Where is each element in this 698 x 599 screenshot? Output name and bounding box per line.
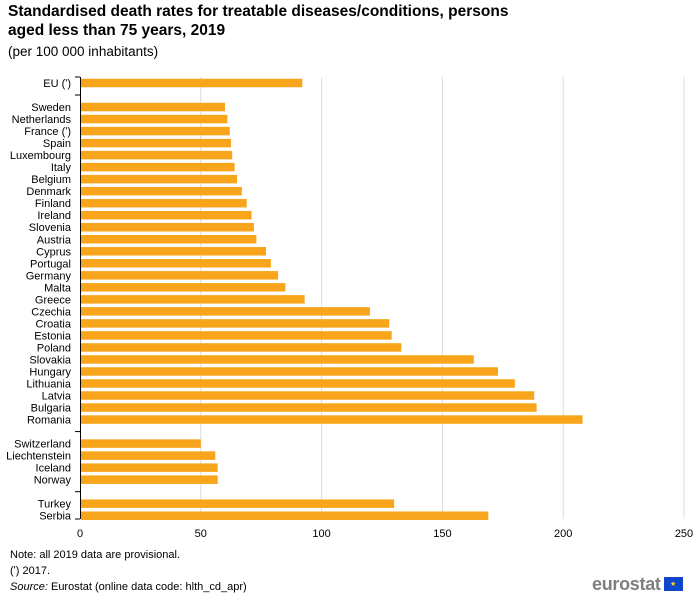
x-tick-label: 200: [554, 528, 572, 540]
chart-title: Standardised death rates for treatable d…: [8, 2, 568, 40]
bar: [81, 403, 537, 412]
category-label: Austria: [37, 234, 72, 246]
category-label: Iceland: [36, 463, 71, 475]
bar: [81, 331, 392, 340]
category-label: Liechtenstein: [6, 451, 71, 463]
bar: [81, 247, 267, 256]
source-label: Source:: [10, 581, 48, 593]
bar: [81, 415, 583, 424]
bar: [81, 186, 242, 196]
category-label: Poland: [37, 342, 71, 354]
category-label: Slovakia: [29, 354, 71, 366]
bar: [81, 150, 233, 160]
category-label: Ireland: [37, 210, 71, 222]
bar: [81, 283, 286, 292]
x-tick-label: 250: [675, 528, 693, 540]
category-label: Netherlands: [12, 114, 72, 126]
category-label: Slovenia: [29, 222, 72, 234]
category-label: Cyprus: [36, 246, 71, 258]
category-label: Portugal: [30, 258, 71, 270]
bar: [81, 102, 225, 112]
bar: [81, 235, 257, 244]
category-label: Croatia: [36, 318, 72, 330]
bar: [81, 379, 515, 388]
category-label: Denmark: [26, 186, 71, 198]
category-label: Hungary: [29, 366, 71, 378]
bar: [81, 343, 402, 352]
category-label: Lithuania: [26, 379, 72, 391]
category-label: Serbia: [39, 511, 72, 523]
bar: [81, 162, 235, 172]
category-label: Italy: [51, 162, 72, 174]
category-label: Switzerland: [14, 439, 71, 451]
eu-stars-icon: ★: [669, 580, 677, 588]
footer-footnote: (ʹ) 2017.: [10, 565, 51, 577]
bar: [81, 463, 218, 472]
eurostat-logo: eurostat ★: [592, 573, 683, 595]
eu-flag-icon: ★: [663, 577, 683, 591]
source-text: Eurostat (online data code: hlth_cd_apr): [47, 581, 247, 593]
category-label: Luxembourg: [10, 150, 71, 162]
x-tick-label: 50: [195, 528, 207, 540]
bar: [81, 475, 218, 484]
bar: [81, 259, 271, 268]
category-label: Malta: [44, 282, 72, 294]
bar: [81, 511, 489, 520]
category-label: Turkey: [38, 499, 72, 511]
category-label: Bulgaria: [31, 403, 72, 415]
bar: [81, 78, 303, 88]
category-label: Romania: [27, 415, 72, 427]
bar: [81, 198, 247, 208]
bar: [81, 307, 370, 316]
chart-subtitle: (per 100 000 inhabitants): [8, 44, 159, 59]
bar: [81, 271, 279, 280]
bar: [81, 451, 216, 460]
category-label: France (ʹ): [24, 126, 71, 138]
bar: [81, 174, 238, 184]
bar: [81, 355, 474, 364]
category-label: Finland: [35, 198, 71, 210]
x-tick-label: 150: [433, 528, 451, 540]
category-label: Belgium: [31, 174, 71, 186]
chart-title-line-2: aged less than 75 years, 2019: [8, 22, 226, 39]
bar: [81, 319, 390, 328]
bar: [81, 222, 254, 232]
bar: [81, 126, 230, 136]
chart-title-line-1: Standardised death rates for treatable d…: [8, 3, 509, 20]
category-label: Norway: [34, 475, 72, 487]
bar-chart: 0 50 100 150 200 250 EU (ʹ) SwedenNetherlandsFr…: [6, 76, 693, 540]
category-label: Germany: [26, 270, 72, 282]
bar: [81, 367, 498, 376]
eurostat-logo-text: eurostat: [592, 573, 661, 594]
bar: [81, 210, 252, 220]
footer-source: Source: Eurostat (online data code: hlth…: [10, 581, 247, 594]
category-label: Estonia: [34, 330, 72, 342]
category-label: Czechia: [31, 306, 72, 318]
x-tick-label: 100: [312, 528, 330, 540]
category-label: Latvia: [42, 391, 72, 403]
bar: [81, 499, 395, 508]
category-label: EU (ʹ): [43, 78, 71, 90]
category-label: Sweden: [31, 102, 71, 114]
bar: [81, 114, 228, 124]
category-label: Greece: [35, 294, 71, 306]
bar: [81, 439, 201, 448]
bar: [81, 295, 305, 304]
bar: [81, 138, 231, 148]
bar: [81, 391, 535, 400]
category-label: Spain: [43, 138, 71, 150]
footer-note: Note: all 2019 data are provisional.: [10, 549, 180, 561]
x-tick-label: 0: [77, 528, 83, 540]
